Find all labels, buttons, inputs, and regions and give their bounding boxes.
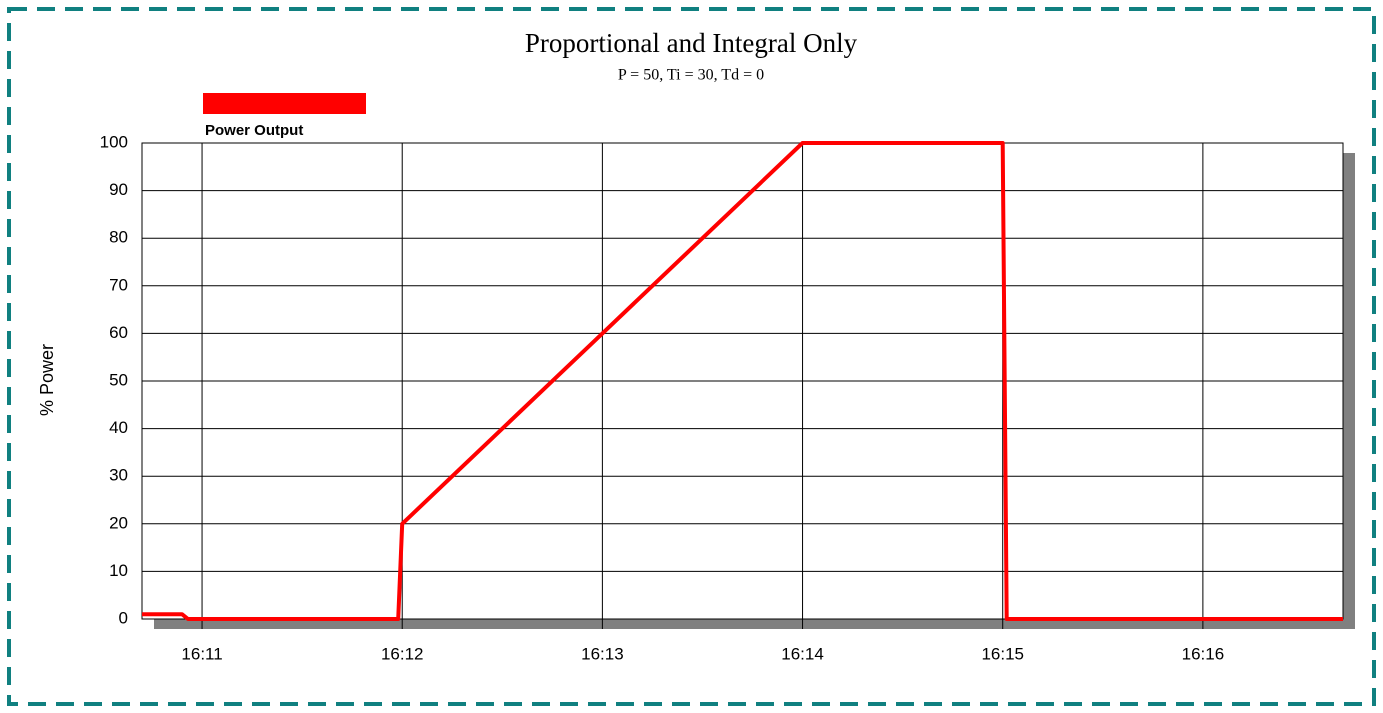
x-tick-label: 16:13 [581,644,624,663]
y-tick-label: 0 [119,608,128,627]
x-tick-label: 16:12 [381,644,424,663]
y-tick-label: 60 [109,323,128,342]
y-tick-label: 40 [109,418,128,437]
y-tick-label: 80 [109,228,128,247]
y-tick-label: 90 [109,180,128,199]
frame [7,7,1376,706]
legend-swatch [203,93,366,114]
y-tick-label: 70 [109,275,128,294]
x-tick-label: 16:16 [1182,644,1225,663]
series-line [142,141,1343,621]
y-tick-label: 30 [109,466,128,485]
y-tick-label: 50 [109,370,128,389]
y-tick-label: 100 [100,132,128,151]
x-tick-label: 16:11 [181,644,222,663]
x-tick-label: 16:15 [981,644,1024,663]
y-axis-label: % Power [37,344,57,416]
legend-label: Power Output [205,122,303,139]
chart-title: Proportional and Integral Only [525,28,858,58]
y-tick-label: 20 [109,513,128,532]
chart-subtitle: P = 50, Ti = 30, Td = 0 [618,67,764,84]
y-tick-label: 10 [109,561,128,580]
x-tick-label: 16:14 [781,644,824,663]
